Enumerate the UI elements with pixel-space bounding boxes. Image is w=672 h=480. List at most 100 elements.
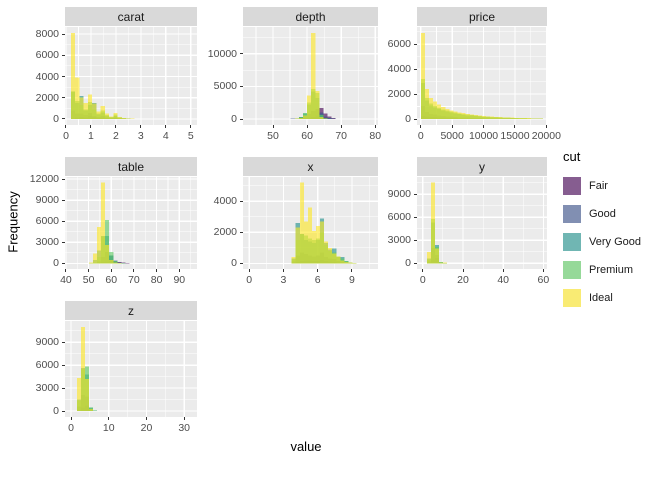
legend-key-good: Good <box>563 200 641 228</box>
legend-label: Good <box>589 208 616 220</box>
grid-minor <box>417 27 547 125</box>
histogram-series-ideal <box>420 32 544 120</box>
x-tick-mark <box>248 269 250 272</box>
x-tick-label: 70 <box>128 274 140 286</box>
facet-panel-y <box>417 177 547 269</box>
y-tick-label: 4000 <box>387 63 411 76</box>
x-tick-mark <box>65 125 67 128</box>
y-tick-mark <box>62 199 65 201</box>
x-tick-label: 80 <box>369 130 382 142</box>
grid-minor <box>65 177 197 269</box>
y-tick-mark <box>414 118 417 120</box>
facet-strip-table: table <box>65 157 197 176</box>
x-tick-mark <box>165 125 167 128</box>
x-tick-mark <box>306 125 308 128</box>
x-tick-label: 10000 <box>468 130 499 142</box>
legend-swatch-fill <box>563 289 581 307</box>
y-tick-label: 6000 <box>387 211 411 224</box>
x-tick-label: 20000 <box>531 130 561 142</box>
facet-strip-carat: carat <box>65 7 197 26</box>
y-tick-label: 9000 <box>35 194 59 207</box>
legend-swatch-fill <box>563 205 581 223</box>
y-tick-label: 0 <box>405 257 411 270</box>
x-tick-label: 40 <box>60 274 72 286</box>
legend-key-fair: Fair <box>563 172 641 200</box>
legend-swatch-fill <box>563 233 581 251</box>
y-tick-mark <box>414 43 417 45</box>
facet-panel-price <box>417 27 547 125</box>
x-axis-title: value <box>290 439 322 454</box>
x-tick-mark <box>115 125 117 128</box>
y-tick-label: 6000 <box>35 359 59 372</box>
histogram-series-ideal <box>88 182 134 264</box>
x-tick-mark <box>545 125 547 128</box>
x-tick-mark <box>88 269 90 272</box>
y-tick-label: 0 <box>405 113 411 125</box>
x-tick-mark <box>542 269 544 272</box>
x-tick-mark <box>65 269 67 272</box>
legend-keys: Fair Good Very Good Premium Ideal <box>563 172 641 312</box>
histogram-series-ideal <box>77 326 98 412</box>
x-tick-mark <box>374 125 376 128</box>
y-tick-mark <box>62 33 65 35</box>
x-tick-mark <box>133 269 135 272</box>
y-tick-mark <box>62 178 65 180</box>
histogram-series-ideal <box>426 182 447 264</box>
histogram-series-ideal <box>291 182 361 264</box>
y-tick-mark <box>240 85 243 87</box>
y-tick-label: 0 <box>231 113 237 125</box>
y-axis-title: Frequency <box>5 191 21 253</box>
y-tick-mark <box>240 231 243 233</box>
y-tick-mark <box>62 76 65 78</box>
x-tick-label: 4 <box>162 130 169 142</box>
x-tick-label: 40 <box>497 274 510 286</box>
legend-key-ideal: Ideal <box>563 284 641 312</box>
y-tick-mark <box>240 200 243 202</box>
x-tick-mark <box>451 125 453 128</box>
facet-strip-y: y <box>417 157 547 176</box>
y-tick-mark <box>62 97 65 99</box>
legend-label: Ideal <box>589 292 613 304</box>
y-tick-label: 9000 <box>387 188 411 201</box>
y-tick-label: 4000 <box>213 195 237 208</box>
y-tick-label: 12000 <box>29 173 59 186</box>
x-tick-label: 3 <box>137 130 144 142</box>
x-tick-label: 60 <box>105 274 118 286</box>
y-tick-mark <box>62 410 65 412</box>
y-tick-label: 3000 <box>35 236 59 249</box>
y-tick-mark <box>240 262 243 264</box>
x-tick-label: 3 <box>280 274 287 286</box>
x-tick-mark <box>340 125 342 128</box>
x-tick-label: 60 <box>537 274 550 286</box>
y-tick-label: 4000 <box>35 70 59 83</box>
x-tick-label: 5 <box>187 130 194 142</box>
x-tick-mark <box>190 125 192 128</box>
facet-panel-table <box>65 177 197 269</box>
y-tick-mark <box>62 118 65 120</box>
x-tick-mark <box>140 125 142 128</box>
legend-swatch-icon <box>563 289 581 307</box>
x-tick-mark <box>70 417 72 420</box>
legend: cut Fair Good Very Good Premium Ideal <box>563 149 641 312</box>
x-tick-mark <box>183 417 185 420</box>
legend-swatch-fill <box>563 261 581 279</box>
facet-panel-carat <box>65 27 197 125</box>
y-tick-label: 2000 <box>213 226 237 239</box>
y-tick-label: 10000 <box>207 47 237 60</box>
legend-swatch-icon <box>563 233 581 251</box>
x-tick-mark <box>483 125 485 128</box>
x-tick-mark <box>145 417 147 420</box>
y-tick-mark <box>62 364 65 366</box>
y-tick-mark <box>414 193 417 195</box>
y-tick-mark <box>62 54 65 56</box>
x-tick-mark <box>351 269 353 272</box>
facet-panel-x <box>243 177 378 269</box>
legend-label: Very Good <box>589 236 641 248</box>
y-tick-label: 5000 <box>213 80 237 93</box>
grid-minor <box>417 177 547 269</box>
histogram-series-ideal <box>290 32 336 120</box>
y-tick-label: 3000 <box>387 234 411 247</box>
x-tick-mark <box>502 269 504 272</box>
x-tick-mark <box>422 269 424 272</box>
